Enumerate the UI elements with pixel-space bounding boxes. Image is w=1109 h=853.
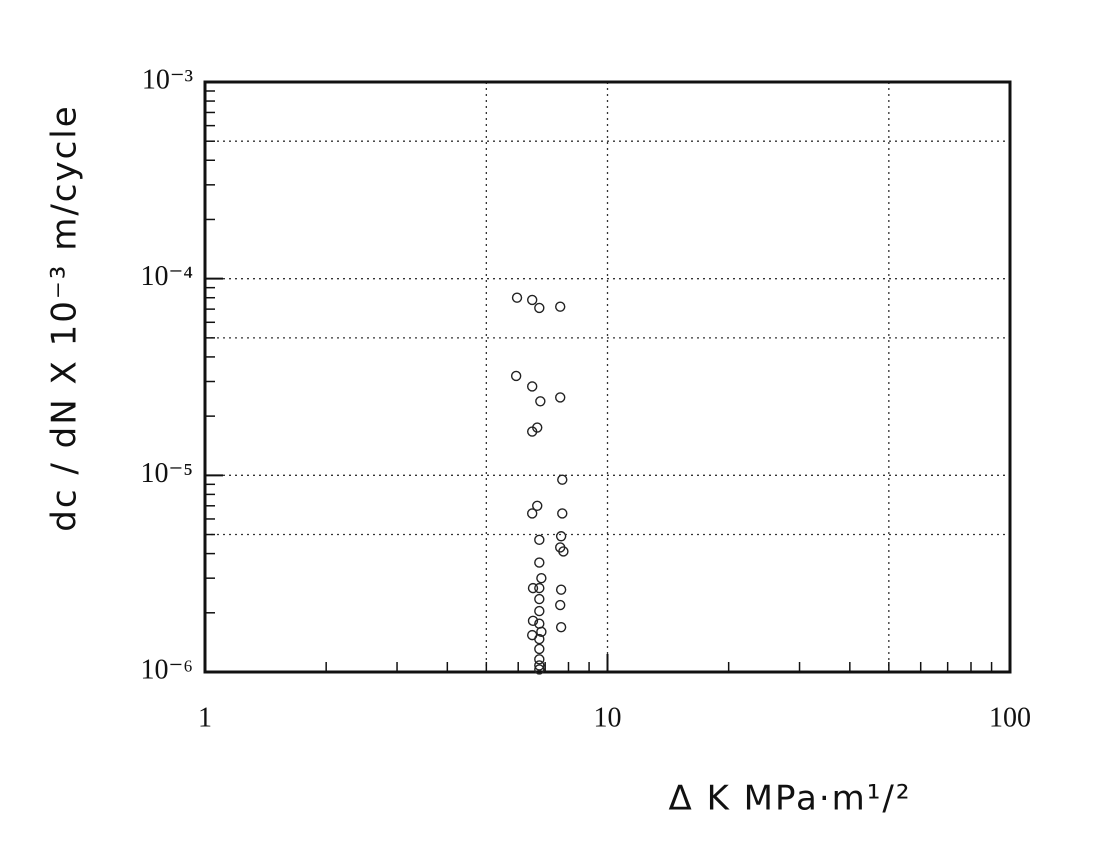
y-tick-label: 10⁻⁵ [140, 458, 193, 489]
x-axis-label: Δ K MPa·m¹/² [669, 779, 912, 819]
data-point [534, 660, 545, 671]
data-point [534, 534, 545, 546]
data-point [536, 626, 547, 638]
data-point [535, 396, 546, 407]
x-tick-label: 1 [198, 702, 212, 733]
data-point [534, 633, 545, 645]
data-point [510, 370, 522, 382]
data-point [527, 615, 539, 627]
data-point [534, 605, 545, 617]
data-point [526, 508, 538, 519]
data-point [532, 500, 543, 511]
data-point [557, 474, 568, 485]
data-point [534, 654, 545, 665]
data-point [558, 546, 569, 557]
y-tick-label: 10⁻⁶ [140, 654, 193, 685]
data-point [534, 582, 545, 594]
data-point [511, 292, 523, 303]
data-point [534, 664, 545, 675]
x-tick-label: 10 [594, 702, 622, 733]
data-point [555, 584, 567, 595]
data-point [534, 643, 545, 655]
data-point [526, 381, 538, 392]
data-point [555, 621, 567, 633]
data-point [534, 302, 545, 314]
y-axis-label: dc / dN X 10⁻³ m/cycle [45, 104, 85, 531]
data-point [555, 392, 566, 403]
data-point [534, 557, 545, 568]
data-point [526, 294, 538, 306]
data-point [527, 582, 539, 594]
data-point [532, 422, 543, 433]
data-point [555, 301, 566, 312]
plot-frame [203, 80, 1012, 674]
x-tick-label: 100 [989, 702, 1031, 733]
y-tick-label: 10⁻⁴ [140, 261, 193, 292]
y-tick-label: 10⁻³ [142, 64, 193, 95]
data-point [555, 599, 566, 611]
data-point [557, 508, 568, 519]
data-point [534, 593, 545, 605]
data-point [555, 531, 567, 542]
data-point [536, 572, 547, 584]
